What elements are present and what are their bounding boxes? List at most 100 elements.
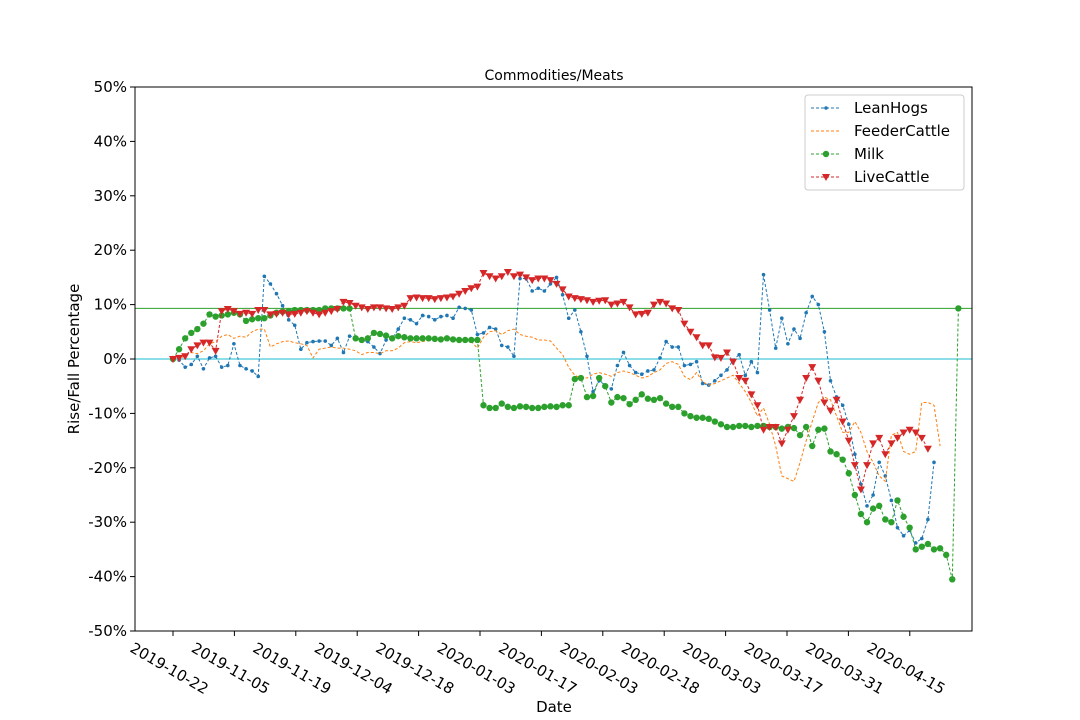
data-point <box>579 330 583 334</box>
data-point <box>506 345 510 349</box>
data-point <box>445 313 449 318</box>
data-point <box>923 445 932 453</box>
data-point <box>930 546 938 553</box>
series-group <box>169 268 962 583</box>
data-point <box>266 311 275 319</box>
data-point <box>822 330 827 334</box>
data-point <box>753 402 762 410</box>
data-point <box>345 299 354 307</box>
y-axis: -50% -40% -30% -20% -10% 0% 10% 20% 30% 40% 50% <box>88 78 135 640</box>
data-point <box>895 525 900 530</box>
y-axis-label: Rise/Fall Percentage <box>65 284 83 435</box>
data-point <box>363 305 372 313</box>
data-point <box>420 313 425 318</box>
reference-lines <box>135 307 972 360</box>
data-point <box>250 369 254 373</box>
data-point <box>467 285 476 293</box>
data-point <box>541 403 548 411</box>
data-point <box>552 280 561 288</box>
data-point <box>631 311 640 319</box>
data-point <box>187 346 196 354</box>
data-point <box>949 576 956 583</box>
data-point <box>213 354 218 359</box>
data-point <box>340 305 347 312</box>
data-point <box>457 305 461 310</box>
data-point <box>199 339 208 347</box>
data-point <box>863 462 872 470</box>
data-point <box>694 359 699 364</box>
data-point <box>723 349 732 357</box>
data-point <box>290 310 299 318</box>
data-point <box>299 347 303 352</box>
data-point <box>559 402 566 409</box>
data-point <box>620 394 627 402</box>
legend-label: LeanHogs <box>854 99 928 117</box>
data-point <box>462 336 469 344</box>
data-point <box>595 374 603 382</box>
data-point <box>309 309 318 317</box>
data-point <box>571 375 579 383</box>
data-point <box>869 505 877 512</box>
data-point <box>195 354 200 359</box>
data-point <box>407 335 414 342</box>
data-point <box>223 305 232 313</box>
data-point <box>913 541 918 545</box>
data-point <box>280 303 285 308</box>
data-point <box>242 309 251 317</box>
data-point <box>426 314 431 319</box>
data-point <box>846 422 851 427</box>
data-point <box>474 336 481 344</box>
data-point <box>181 353 190 361</box>
data-point <box>796 396 805 404</box>
data-point <box>649 301 658 309</box>
data-point <box>850 462 859 470</box>
data-point <box>853 452 857 457</box>
data-point <box>206 311 213 318</box>
data-point <box>509 273 518 281</box>
data-point <box>591 389 595 394</box>
data-point <box>278 309 287 317</box>
data-point <box>224 311 231 318</box>
data-point <box>780 316 784 321</box>
data-point <box>637 310 646 318</box>
data-point <box>256 374 261 379</box>
data-point <box>918 543 926 550</box>
legend-label: FeederCattle <box>854 122 950 140</box>
y-tick-label: 20% <box>94 241 127 259</box>
data-point <box>401 334 408 341</box>
data-point <box>530 289 534 293</box>
data-point <box>932 460 936 465</box>
data-point <box>570 295 579 303</box>
data-point <box>439 314 443 319</box>
data-point <box>388 305 397 313</box>
data-point <box>217 308 226 316</box>
data-point <box>384 338 388 342</box>
data-point <box>906 524 913 531</box>
data-point <box>229 308 238 316</box>
data-point <box>865 504 869 508</box>
data-point <box>443 335 451 342</box>
data-point <box>607 301 616 309</box>
data-point <box>755 370 760 375</box>
data-point <box>747 391 756 399</box>
data-point <box>737 352 741 357</box>
data-point <box>761 272 766 277</box>
data-point <box>869 440 878 448</box>
data-point <box>189 362 194 367</box>
data-point <box>680 320 689 328</box>
data-point <box>856 486 865 494</box>
data-point <box>863 519 871 526</box>
data-point <box>911 429 920 437</box>
data-point <box>705 415 712 423</box>
data-point <box>664 339 668 344</box>
data-point <box>833 451 840 458</box>
data-point <box>329 343 334 348</box>
data-point <box>566 316 571 321</box>
data-point <box>522 403 530 411</box>
data-point <box>899 429 908 437</box>
x-axis: 2019-10-222019-11-052019-11-192019-12-04… <box>127 631 948 698</box>
data-point <box>656 394 664 402</box>
data-point <box>547 403 554 410</box>
data-point <box>700 381 705 386</box>
